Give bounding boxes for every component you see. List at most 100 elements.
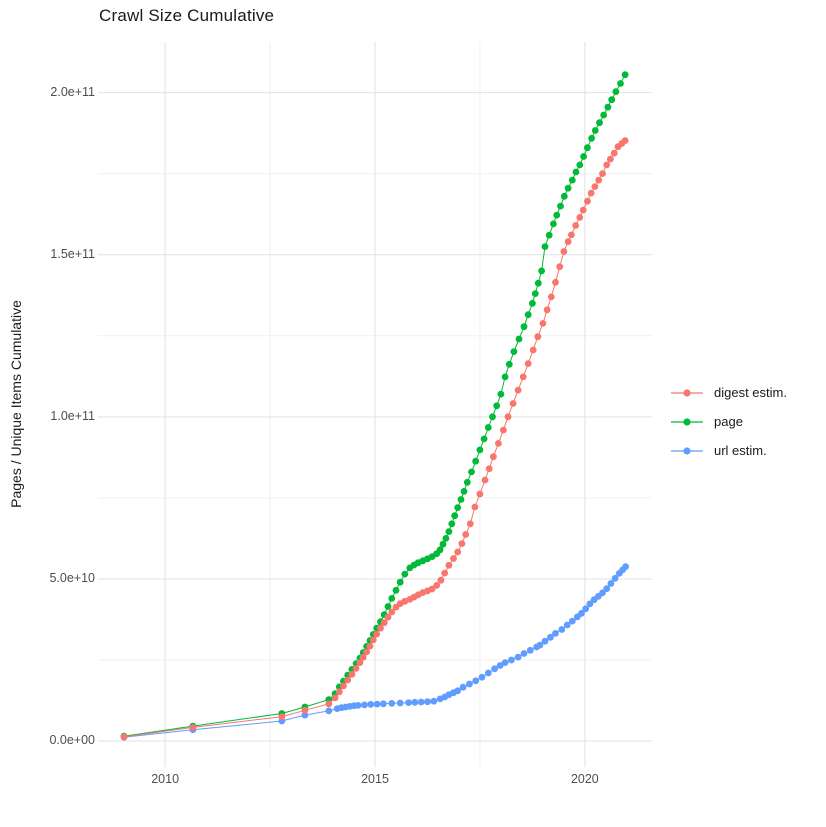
y-tick-label-0: 0.0e+00: [49, 733, 95, 748]
data-point: [534, 333, 542, 341]
data-point: [576, 161, 584, 169]
data-point: [405, 699, 412, 706]
data-point: [454, 548, 462, 556]
data-point: [604, 103, 612, 111]
data-point: [352, 665, 360, 672]
data-point: [401, 570, 409, 578]
data-point: [433, 582, 441, 589]
data-point: [441, 569, 449, 577]
data-point: [543, 306, 551, 314]
data-point: [424, 698, 431, 706]
data-point: [417, 698, 425, 706]
series-points-url-estim-: [120, 563, 629, 741]
legend-item-page: page: [668, 407, 787, 436]
data-point: [519, 373, 527, 381]
legend-item-url: url estim.: [668, 436, 787, 465]
data-point: [189, 724, 197, 731]
data-point: [484, 669, 492, 677]
data-point: [553, 211, 561, 219]
x-tick-label-0: 2010: [151, 772, 180, 786]
data-point: [373, 630, 381, 638]
data-point: [373, 700, 381, 708]
data-point: [472, 677, 480, 685]
data-point: [439, 540, 447, 548]
data-point: [600, 111, 608, 119]
data-point: [508, 656, 515, 664]
data-point: [451, 512, 459, 520]
data-point: [504, 413, 512, 421]
data-point: [539, 320, 547, 327]
data-point: [579, 206, 587, 214]
y-tick-label-4: 2.0e+11: [50, 84, 95, 99]
legend-key-1: [671, 417, 703, 426]
data-point: [580, 153, 587, 160]
data-point: [591, 127, 599, 134]
data-point: [493, 402, 501, 410]
chart-title: Crawl Size Cumulative: [99, 6, 275, 25]
data-point: [437, 576, 445, 584]
data-point: [584, 197, 591, 205]
data-point: [599, 170, 606, 178]
data-point: [591, 183, 599, 191]
data-point: [552, 278, 559, 286]
legend: digest estim. page url estim.: [668, 378, 787, 465]
legend-item-digest: digest estim.: [668, 378, 787, 407]
data-point: [520, 323, 528, 331]
y-tick-label-1: 5.0e+10: [49, 570, 95, 585]
data-point: [367, 701, 375, 708]
data-point: [568, 231, 575, 239]
data-point: [356, 659, 364, 666]
data-point: [496, 662, 504, 669]
data-point: [610, 149, 618, 157]
data-point: [480, 435, 488, 443]
data-point: [560, 248, 568, 255]
data-point: [366, 642, 374, 650]
data-point: [611, 574, 619, 582]
data-point: [454, 504, 462, 511]
data-point: [384, 613, 392, 621]
x-tick-label-2: 2020: [570, 772, 599, 786]
data-point: [603, 161, 611, 169]
data-point: [331, 694, 339, 702]
data-point: [501, 659, 509, 666]
data-point: [369, 636, 377, 644]
y-tick-label-3: 1.5e+11: [50, 246, 95, 261]
data-point: [344, 676, 352, 684]
data-point: [529, 346, 537, 354]
data-point: [476, 446, 484, 454]
data-point: [617, 80, 624, 87]
data-point: [384, 603, 392, 610]
data-point: [463, 478, 471, 486]
data-point: [510, 348, 518, 355]
data-point: [392, 586, 400, 594]
data-point: [484, 424, 492, 431]
legend-key-2: [671, 446, 703, 455]
data-point: [476, 490, 484, 498]
data-point: [607, 155, 614, 163]
data-point: [538, 267, 545, 275]
data-point: [545, 231, 553, 239]
data-point: [608, 96, 616, 104]
data-point: [450, 555, 457, 562]
data-point: [596, 119, 603, 127]
data-point: [325, 700, 333, 708]
data-point: [388, 700, 396, 707]
data-point: [466, 520, 474, 528]
data-point: [301, 706, 309, 714]
data-point: [363, 648, 370, 656]
data-point: [325, 707, 333, 715]
data-point: [301, 711, 309, 719]
data-point: [485, 465, 493, 473]
legend-key-0: [671, 388, 703, 397]
data-point: [572, 168, 580, 176]
data-point: [430, 697, 438, 705]
data-point: [457, 496, 465, 503]
data-point: [560, 192, 568, 200]
data-point: [514, 386, 522, 394]
series-points-digest-estim-: [120, 137, 629, 741]
data-point: [458, 540, 466, 547]
data-point: [524, 311, 532, 319]
data-point: [462, 531, 470, 538]
data-point: [603, 585, 611, 593]
